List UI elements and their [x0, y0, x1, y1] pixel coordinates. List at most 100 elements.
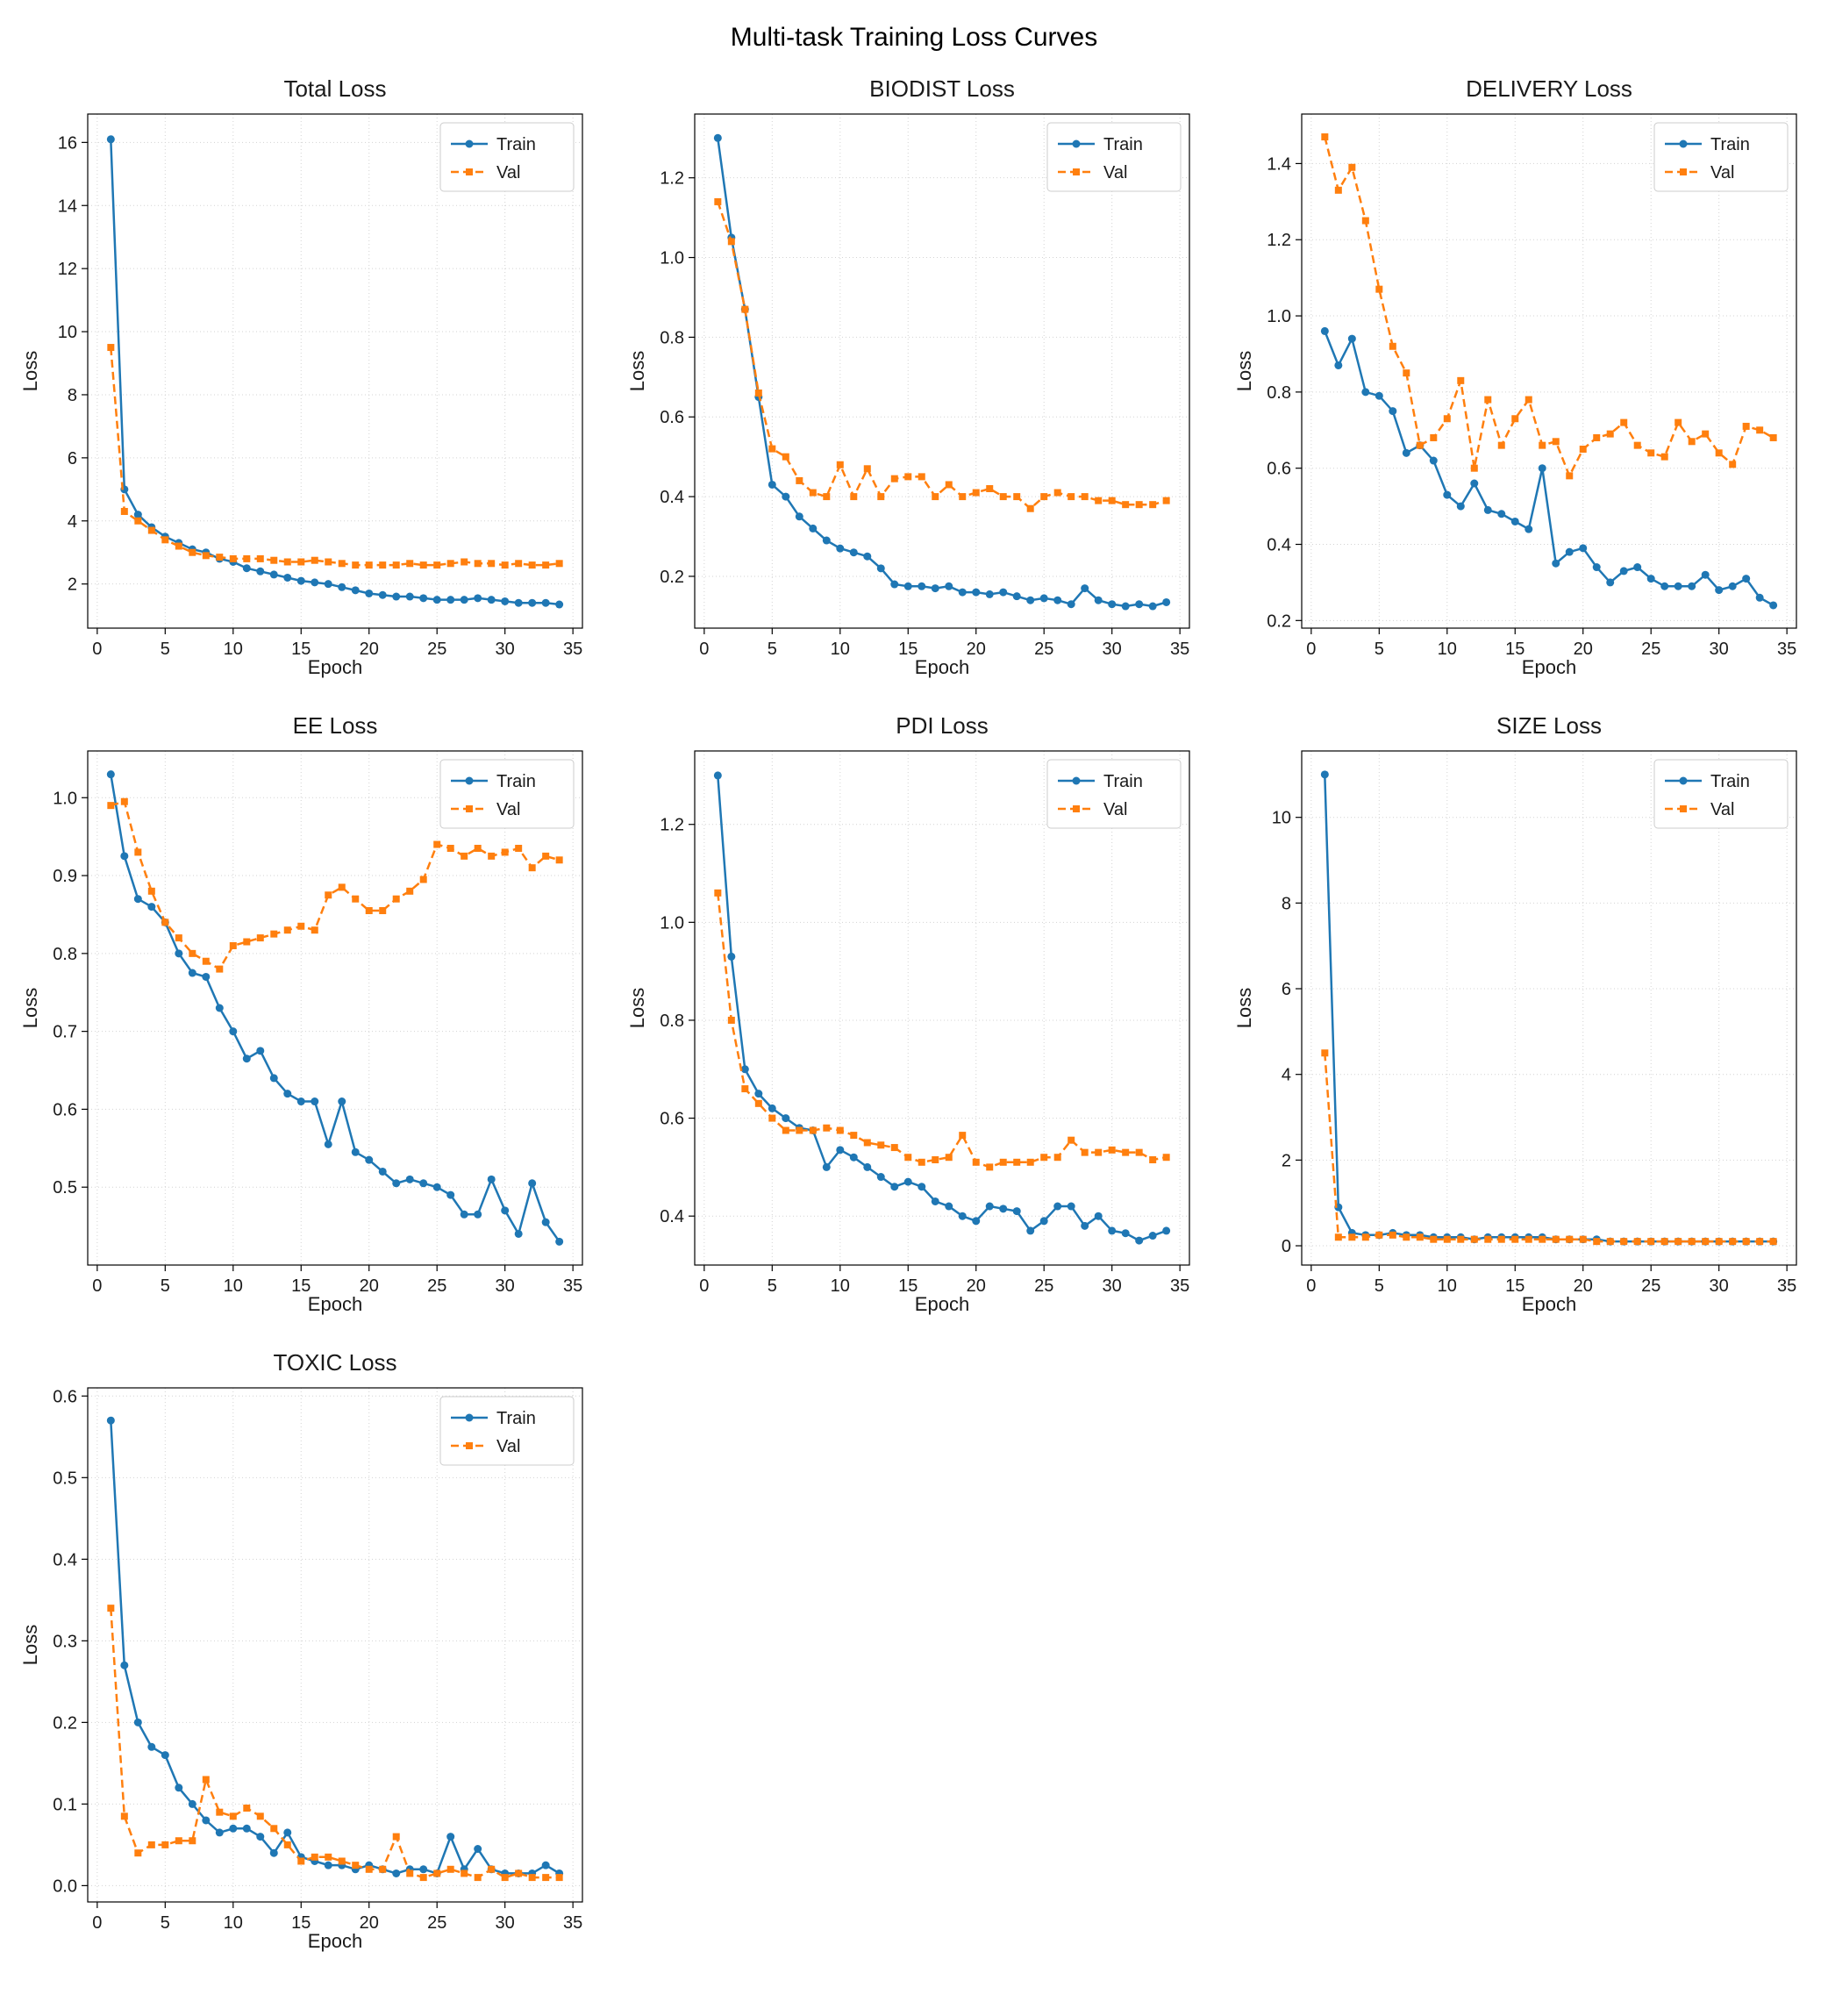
- x-tick-label: 20: [1574, 640, 1593, 659]
- val-marker: [877, 1141, 885, 1149]
- val-marker: [419, 876, 427, 883]
- val-marker: [120, 1812, 128, 1820]
- val-marker: [1068, 493, 1075, 501]
- val-marker: [1552, 438, 1560, 446]
- val-marker: [501, 561, 509, 569]
- train-marker: [918, 1183, 926, 1191]
- x-tick-label: 35: [1170, 640, 1189, 659]
- val-marker: [1660, 453, 1668, 461]
- train-marker: [1592, 563, 1601, 572]
- val-marker: [959, 1132, 967, 1140]
- train-marker: [863, 552, 872, 561]
- series-line-val: [110, 1608, 560, 1879]
- val-marker: [338, 560, 346, 568]
- val-marker: [1702, 430, 1710, 438]
- val-marker: [256, 934, 264, 942]
- train-marker: [311, 578, 319, 587]
- val-marker: [1769, 433, 1777, 441]
- train-marker: [474, 594, 482, 603]
- x-tick-label: 5: [1375, 1276, 1384, 1296]
- train-marker: [1012, 592, 1021, 601]
- val-marker: [1416, 1233, 1424, 1241]
- y-tick-label: 1.0: [660, 913, 684, 933]
- x-tick-label: 15: [898, 1276, 918, 1296]
- y-tick-label: 1.2: [660, 816, 684, 835]
- val-marker: [1769, 1238, 1777, 1246]
- train-marker: [890, 1183, 899, 1191]
- legend-val-label: Val: [496, 163, 520, 182]
- chart-title: Total Loss: [283, 75, 386, 102]
- train-marker: [1135, 600, 1144, 609]
- train-marker: [931, 1197, 939, 1205]
- chart-canvas-delivery-loss: 0 5 10 15 20 25 30 35 0.2 0.4 0.6 0.8 1.0 1.2 1.4 Epoch…: [1233, 75, 1797, 678]
- train-marker: [958, 588, 967, 597]
- chart-canvas-toxic-loss: 0 5 10 15 20 25 30 35 0.0 0.1 0.2 0.3 0.4 0.5 0.6 Epoch…: [19, 1349, 583, 1952]
- val-marker: [1403, 369, 1410, 377]
- val-marker: [1593, 1238, 1601, 1246]
- legend-val-label: Val: [1103, 800, 1127, 819]
- x-tick-label: 10: [831, 640, 850, 659]
- val-marker: [406, 887, 414, 895]
- train-marker: [1701, 570, 1710, 579]
- val-marker: [229, 941, 237, 949]
- train-marker: [1121, 1229, 1130, 1238]
- val-marker: [515, 844, 523, 852]
- val-marker: [1081, 493, 1089, 501]
- legend-train-label: Train: [1103, 772, 1143, 791]
- chart-canvas-total-loss: 0 5 10 15 20 25 30 35 2 4 6 8 10 12 14 16 Epoch Loss Total…: [19, 75, 583, 678]
- val-marker: [1511, 415, 1519, 423]
- val-marker: [809, 1126, 817, 1134]
- val-marker: [283, 926, 291, 934]
- train-marker: [351, 586, 360, 595]
- train-marker: [822, 1162, 831, 1171]
- val-marker: [1620, 418, 1628, 426]
- train-marker: [849, 548, 858, 557]
- legend-val-marker: [1073, 168, 1080, 175]
- y-tick-label: 0.2: [53, 1713, 77, 1733]
- val-marker: [1674, 418, 1682, 426]
- train-marker: [822, 536, 831, 545]
- x-tick-label: 5: [161, 640, 170, 659]
- train-marker: [541, 598, 550, 607]
- val-marker: [379, 907, 387, 915]
- x-tick-label: 0: [699, 1276, 709, 1296]
- train-marker: [1162, 1226, 1171, 1235]
- legend-train-marker: [465, 776, 474, 785]
- val-marker: [379, 1865, 387, 1873]
- val-marker: [904, 1154, 912, 1162]
- train-marker: [446, 1833, 455, 1841]
- val-marker: [918, 1158, 925, 1166]
- x-axis-label: Epoch: [1522, 656, 1576, 678]
- plot-area: [87, 750, 583, 1266]
- train-marker: [365, 1155, 374, 1164]
- val-marker: [270, 556, 278, 564]
- train-marker: [256, 1833, 265, 1841]
- val-marker: [352, 1862, 360, 1869]
- val-marker: [1457, 376, 1465, 384]
- train-marker: [474, 1845, 482, 1854]
- y-tick-label: 0: [1282, 1237, 1291, 1256]
- val-marker: [528, 1874, 536, 1882]
- val-marker: [1026, 504, 1034, 512]
- x-tick-label: 15: [1505, 1276, 1525, 1296]
- val-marker: [1566, 472, 1574, 480]
- val-marker: [161, 1841, 169, 1848]
- chart-size-loss: 0 5 10 15 20 25 30 35 0 2 4 6 8 10 Epoch Loss SIZE Loss T…: [1232, 707, 1810, 1321]
- val-marker: [1135, 501, 1143, 509]
- legend: Train Val: [1046, 122, 1182, 192]
- val-marker: [1756, 426, 1764, 434]
- train-marker: [351, 1147, 360, 1156]
- legend: Train Val: [1653, 759, 1789, 829]
- x-tick-label: 30: [1103, 640, 1122, 659]
- series-line-val: [110, 800, 561, 971]
- x-tick-label: 35: [563, 1276, 582, 1296]
- val-marker: [243, 554, 251, 562]
- train-marker: [1361, 388, 1370, 397]
- val-marker: [202, 957, 210, 965]
- y-tick-label: 0.5: [53, 1178, 77, 1197]
- x-tick-label: 10: [224, 640, 243, 659]
- x-tick-label: 25: [1034, 1276, 1053, 1296]
- plot-area: [694, 750, 1190, 1266]
- train-marker: [1108, 1226, 1117, 1235]
- legend-val-marker: [1680, 168, 1687, 175]
